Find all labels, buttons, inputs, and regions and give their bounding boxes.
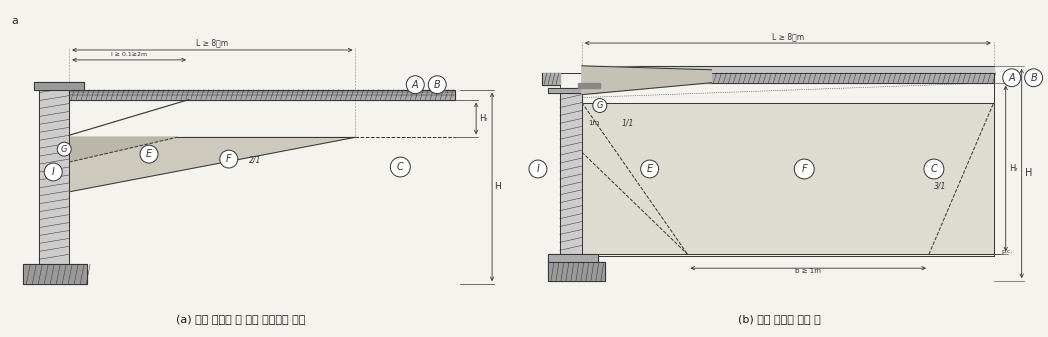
Circle shape <box>529 160 547 178</box>
Polygon shape <box>548 262 605 281</box>
Circle shape <box>407 76 424 94</box>
Text: 10% /////: 10% ///// <box>592 83 615 88</box>
Circle shape <box>429 76 446 94</box>
Circle shape <box>1025 69 1043 87</box>
Text: (a) 교대 선시공 후 토공 후시공의 경우: (a) 교대 선시공 후 토공 후시공의 경우 <box>176 314 305 324</box>
Circle shape <box>58 142 71 156</box>
Text: A: A <box>1008 73 1016 83</box>
Polygon shape <box>69 137 177 162</box>
Circle shape <box>1003 69 1021 87</box>
Text: A: A <box>412 80 418 90</box>
Text: I: I <box>537 164 540 174</box>
Text: C: C <box>931 164 937 174</box>
Text: H: H <box>1025 168 1032 179</box>
Text: G: G <box>61 145 67 154</box>
Polygon shape <box>69 137 355 192</box>
Polygon shape <box>548 254 597 262</box>
Polygon shape <box>577 83 599 88</box>
Polygon shape <box>548 88 597 93</box>
Circle shape <box>220 150 238 168</box>
Text: Hᵣ: Hᵣ <box>479 114 487 123</box>
Circle shape <box>140 145 158 163</box>
Polygon shape <box>69 99 189 135</box>
Text: > 3m: > 3m <box>584 72 602 77</box>
Circle shape <box>593 99 607 113</box>
Text: L ≥ 8㎡m: L ≥ 8㎡m <box>196 38 228 47</box>
Polygon shape <box>23 264 87 284</box>
Circle shape <box>794 159 814 179</box>
Text: 2/1: 2/1 <box>248 155 261 164</box>
Text: (b) 기존 교대부 개량 시: (b) 기존 교대부 개량 시 <box>738 314 821 324</box>
Polygon shape <box>582 102 994 254</box>
Polygon shape <box>35 82 84 90</box>
Circle shape <box>390 157 411 177</box>
Text: b ≥ 1m: b ≥ 1m <box>795 268 822 274</box>
Polygon shape <box>582 66 994 73</box>
Text: G: G <box>596 101 603 110</box>
Text: I: I <box>51 167 54 177</box>
Text: 1/1: 1/1 <box>621 118 634 127</box>
Polygon shape <box>582 66 712 95</box>
Text: C: C <box>397 162 403 172</box>
Text: B: B <box>434 80 440 90</box>
Circle shape <box>924 159 944 179</box>
Circle shape <box>640 160 658 178</box>
Text: Hᵣ: Hᵣ <box>1009 164 1018 173</box>
Polygon shape <box>39 90 69 264</box>
Polygon shape <box>542 73 560 85</box>
Text: E: E <box>146 149 152 159</box>
Polygon shape <box>69 90 455 99</box>
Polygon shape <box>582 73 994 83</box>
Text: a: a <box>12 16 18 26</box>
Text: B: B <box>1030 73 1038 83</box>
Polygon shape <box>560 93 582 254</box>
Text: F: F <box>226 154 232 164</box>
Circle shape <box>44 163 62 181</box>
Text: p.c.: p.c. <box>1002 249 1013 254</box>
Text: 3/1: 3/1 <box>934 182 946 191</box>
Text: F: F <box>802 164 807 174</box>
Text: l ≥ 0.1≥2m: l ≥ 0.1≥2m <box>111 52 147 57</box>
Text: L ≥ 8㎡m: L ≥ 8㎡m <box>771 32 804 41</box>
Text: E: E <box>647 164 653 174</box>
Text: 1m: 1m <box>588 120 599 126</box>
Text: H: H <box>494 182 501 191</box>
